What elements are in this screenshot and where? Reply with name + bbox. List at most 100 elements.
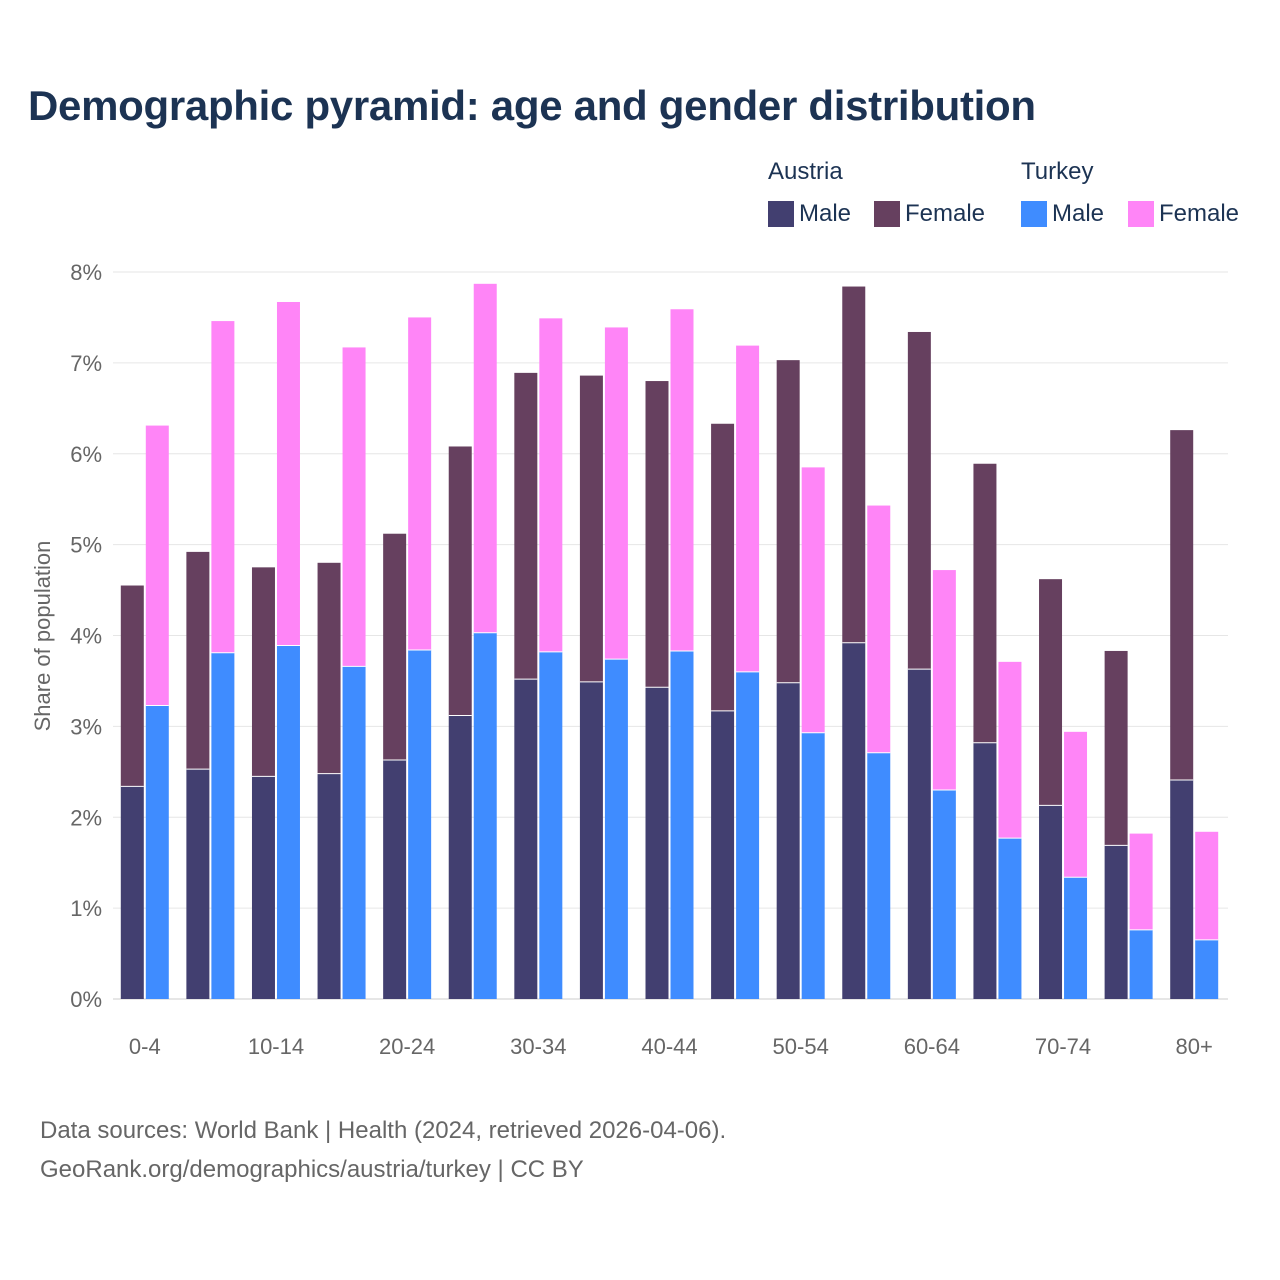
source-url[interactable]: GeoRank.org/demographics/austria/turkey … xyxy=(40,1156,584,1183)
bar-austria-female xyxy=(448,446,472,716)
bar-austria-female xyxy=(579,375,603,682)
legend-label: Male xyxy=(799,200,852,227)
bar-austria-male xyxy=(317,773,341,999)
bar-austria-female xyxy=(186,551,210,770)
bar-austria-female xyxy=(842,286,866,643)
legend-turkey-male[interactable]: Male xyxy=(1021,200,1104,228)
bar-turkey-female xyxy=(1195,831,1219,940)
bar-turkey-female xyxy=(867,505,891,753)
bar-turkey-female xyxy=(539,318,563,652)
bar-turkey-male xyxy=(1129,929,1153,999)
legend-label: Female xyxy=(905,200,986,227)
x-tick-label: 50-54 xyxy=(773,1034,829,1059)
bar-turkey-male xyxy=(539,651,563,999)
legend-austria-male[interactable]: Male xyxy=(768,200,851,228)
x-tick-label: 60-64 xyxy=(904,1034,960,1059)
bar-turkey-male xyxy=(736,671,760,999)
bar-turkey-male xyxy=(342,666,366,999)
bar-turkey-female xyxy=(801,467,825,733)
bar-austria-male xyxy=(711,710,735,999)
bar-turkey-female xyxy=(473,283,497,633)
x-tick-label: 20-24 xyxy=(379,1034,435,1059)
legend-turkey-female[interactable]: Female xyxy=(1128,200,1239,228)
bar-turkey-male xyxy=(473,632,497,999)
bar-turkey-female xyxy=(211,321,235,653)
y-tick-label: 1% xyxy=(70,896,102,921)
bar-turkey-female xyxy=(1129,833,1153,930)
bar-austria-male xyxy=(776,682,800,999)
bar-turkey-female xyxy=(736,345,760,672)
bar-austria-female xyxy=(711,423,735,711)
bar-austria-female xyxy=(907,331,931,670)
bar-austria-male xyxy=(120,786,144,999)
source-note: Data sources: World Bank | Health (2024,… xyxy=(40,1117,727,1144)
bar-turkey-male xyxy=(867,752,891,999)
legend-group-turkey: Turkey xyxy=(1021,158,1094,185)
bar-austria-female xyxy=(1170,430,1194,780)
bar-austria-male xyxy=(383,759,407,999)
bar-austria-female xyxy=(973,463,997,743)
bar-austria-male xyxy=(1039,805,1063,999)
bar-austria-female xyxy=(251,567,275,777)
bar-turkey-male xyxy=(604,659,628,999)
x-tick-label: 10-14 xyxy=(248,1034,304,1059)
legend-swatch xyxy=(1128,201,1154,227)
bar-austria-male xyxy=(514,679,538,999)
legend-label: Female xyxy=(1159,200,1240,227)
y-tick-label: 6% xyxy=(70,442,102,467)
bar-turkey-female xyxy=(998,661,1022,839)
bar-turkey-male xyxy=(408,650,432,999)
bar-turkey-female xyxy=(670,309,694,651)
y-tick-label: 4% xyxy=(70,624,102,649)
bar-austria-female xyxy=(645,381,669,688)
bar-turkey-male xyxy=(276,645,300,999)
bar-turkey-male xyxy=(211,652,235,999)
x-tick-label: 70-74 xyxy=(1035,1034,1091,1059)
y-tick-label: 5% xyxy=(70,533,102,558)
bar-turkey-male xyxy=(998,838,1022,999)
bar-turkey-male xyxy=(670,650,694,999)
bar-austria-male xyxy=(579,681,603,999)
x-tick-label: 40-44 xyxy=(641,1034,697,1059)
y-axis-label: Share of population xyxy=(30,541,55,732)
bar-austria-male xyxy=(645,687,669,999)
legend-swatch xyxy=(874,201,900,227)
bar-austria-male xyxy=(907,669,931,999)
bar-turkey-female xyxy=(408,317,432,651)
bar-austria-female xyxy=(1039,579,1063,806)
bar-austria-female xyxy=(383,533,407,760)
legend-label: Male xyxy=(1052,200,1105,227)
y-tick-label: 8% xyxy=(70,260,102,285)
bar-austria-male xyxy=(1170,779,1194,999)
x-tick-label: 0-4 xyxy=(129,1034,161,1059)
bar-austria-male xyxy=(842,642,866,999)
legend-swatch xyxy=(1021,201,1047,227)
bar-austria-female xyxy=(120,585,144,787)
bar-turkey-male xyxy=(801,732,825,999)
bar-turkey-male xyxy=(1195,939,1219,999)
legend-group-austria: Austria xyxy=(768,158,843,185)
bar-turkey-male xyxy=(932,789,956,999)
legend-austria-female[interactable]: Female xyxy=(874,200,985,228)
bar-turkey-male xyxy=(1064,877,1088,999)
bar-turkey-female xyxy=(342,347,366,667)
x-tick-label: 80+ xyxy=(1176,1034,1213,1059)
bar-turkey-female xyxy=(145,425,169,706)
bar-austria-male xyxy=(973,742,997,999)
y-tick-label: 0% xyxy=(70,987,102,1012)
bar-austria-male xyxy=(448,715,472,999)
chart-title: Demographic pyramid: age and gender dist… xyxy=(28,82,1036,129)
bar-turkey-female xyxy=(932,570,956,790)
bar-austria-female xyxy=(317,562,341,774)
bar-turkey-male xyxy=(145,705,169,999)
bar-turkey-female xyxy=(276,301,300,646)
bar-austria-male xyxy=(186,769,210,999)
bar-austria-male xyxy=(251,776,275,999)
bar-turkey-female xyxy=(1064,731,1088,878)
bar-turkey-female xyxy=(604,327,628,660)
legend-swatch xyxy=(768,201,794,227)
y-tick-label: 2% xyxy=(70,805,102,830)
y-tick-label: 3% xyxy=(70,714,102,739)
